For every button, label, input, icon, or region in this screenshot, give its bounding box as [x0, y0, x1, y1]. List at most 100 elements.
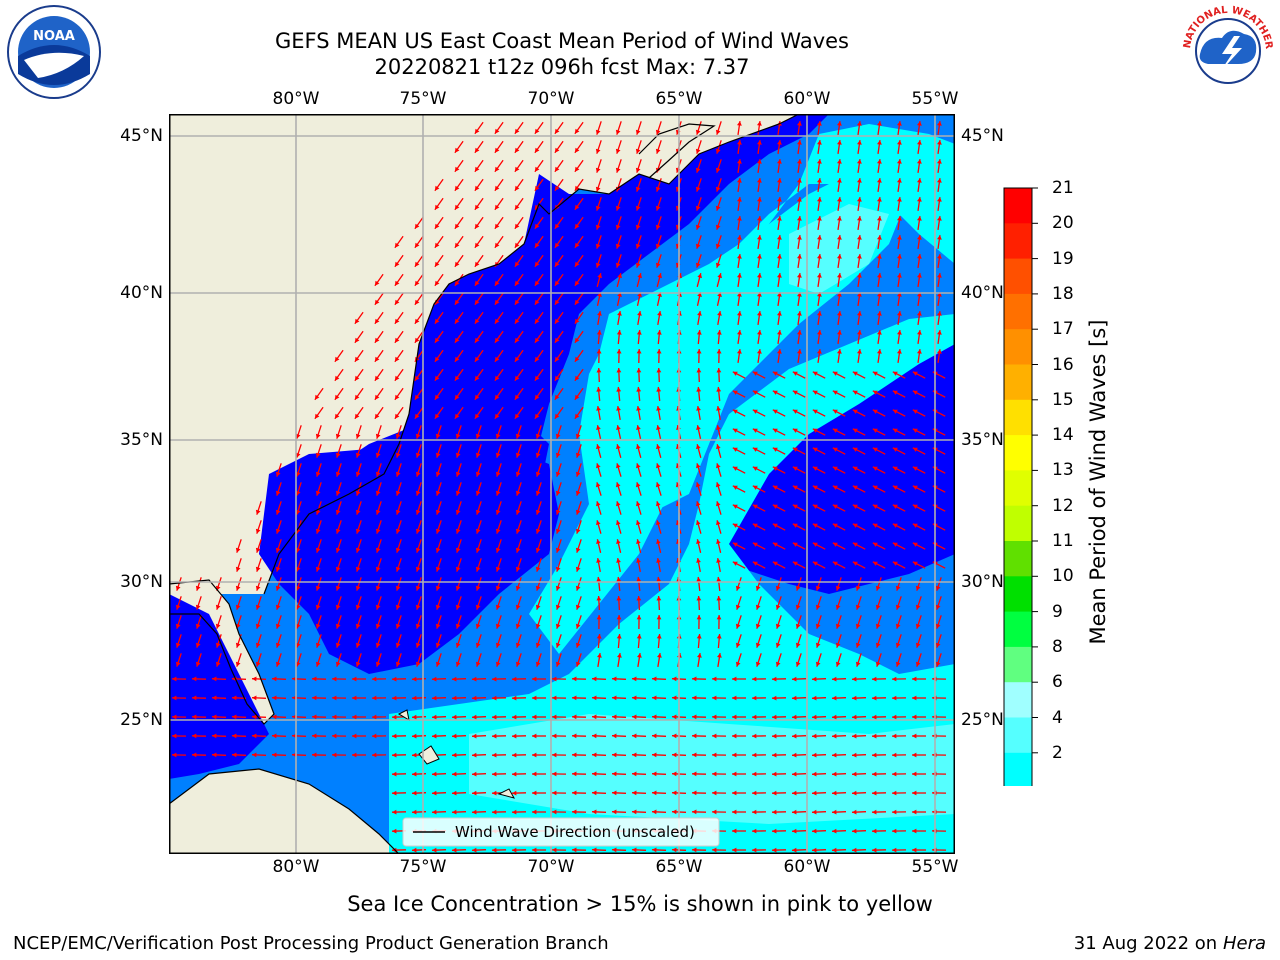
wind-arrow-head: [514, 223, 520, 229]
wind-arrow-head: [275, 566, 281, 572]
colorbar-segment: [1004, 223, 1032, 260]
wind-arrow-head: [212, 733, 217, 739]
wind-arrow-head: [355, 642, 361, 648]
wind-arrow-head: [616, 501, 621, 507]
wind-arrow-head: [732, 771, 737, 777]
wind-arrow-head: [414, 394, 420, 400]
wind-arrow-head: [752, 714, 757, 720]
wind-arrow-head: [852, 466, 858, 471]
wind-arrow-head: [375, 509, 381, 515]
wind-arrow-head: [412, 771, 417, 777]
wind-arrow-head: [632, 676, 637, 682]
wind-arrow-head: [474, 394, 480, 400]
wind-arrow-head: [912, 390, 918, 395]
wind-arrow-head: [295, 509, 301, 515]
wind-arrow-head: [615, 262, 621, 268]
wind-arrow-head: [696, 577, 702, 582]
wind-arrow-head: [515, 585, 521, 591]
wind-arrow-head: [314, 413, 320, 419]
wind-arrow-head: [737, 235, 742, 240]
wind-arrow-head: [596, 501, 601, 507]
wind-arrow-head: [792, 695, 797, 701]
wind-arrow-head: [872, 523, 878, 528]
wind-arrow-head: [452, 695, 457, 701]
longitude-label-bottom: 55°W: [911, 857, 959, 877]
wind-arrow-head: [737, 273, 742, 278]
wind-arrow-head: [412, 847, 417, 853]
wind-arrow-head: [815, 585, 821, 591]
wind-arrow-head: [534, 261, 540, 267]
colorbar-tick-label: 16: [1052, 354, 1074, 375]
wind-arrow-head: [432, 790, 437, 796]
wind-arrow-head: [514, 166, 520, 172]
wind-arrow-head: [852, 409, 858, 414]
wind-arrow-head: [574, 204, 580, 210]
wind-arrow-head: [616, 520, 621, 526]
wind-arrow-head: [852, 676, 857, 682]
wind-arrow-head: [832, 371, 838, 376]
wind-arrow-head: [877, 140, 882, 145]
wind-arrow-head: [832, 390, 838, 395]
wind-arrow-head: [772, 676, 777, 682]
wind-arrow-head: [275, 547, 281, 553]
wind-arrow-head: [797, 235, 802, 240]
wind-arrow-head: [832, 733, 837, 739]
wind-arrow-head: [757, 273, 762, 278]
wind-arrow-head: [375, 566, 381, 572]
wind-arrow-head: [772, 809, 777, 815]
wind-arrow-head: [332, 714, 337, 720]
wind-arrow-head: [877, 292, 882, 297]
wind-arrow-head: [877, 159, 882, 164]
wind-arrow-head: [495, 661, 501, 667]
wind-arrow-head: [637, 653, 642, 658]
wind-arrow-head: [596, 520, 601, 526]
wind-arrow-head: [574, 299, 580, 305]
wind-arrow-head: [656, 349, 662, 354]
wind-arrow-head: [215, 604, 221, 610]
land-cuba: [169, 769, 399, 854]
wind-arrow-head: [812, 428, 818, 433]
wind-arrow-head: [535, 661, 541, 667]
wind-arrow-head: [595, 243, 601, 249]
wind-arrow-head: [515, 566, 521, 572]
wind-arrow-head: [872, 695, 877, 701]
wind-arrow-head: [596, 596, 602, 601]
wind-arrow-head: [492, 790, 497, 796]
longitude-label-top: 65°W: [655, 89, 703, 109]
wind-arrow-head: [752, 561, 758, 566]
wind-arrow-head: [574, 413, 580, 419]
wind-arrow-head: [434, 261, 440, 267]
wind-arrow-head: [832, 771, 837, 777]
wind-arrow-head: [692, 714, 697, 720]
colorbar-segment: [1004, 435, 1032, 471]
wind-arrow-head: [672, 733, 677, 739]
wind-arrow-head: [656, 425, 661, 430]
wind-arrow-head: [732, 847, 737, 853]
wind-arrow-head: [652, 714, 657, 720]
wind-arrow-head: [632, 733, 637, 739]
wind-arrow-head: [812, 752, 817, 758]
chart-title: GEFS MEAN US East Coast Mean Period of W…: [275, 29, 849, 53]
wind-arrow-head: [555, 509, 561, 515]
wind-arrow-head: [492, 695, 497, 701]
wind-arrow-head: [872, 390, 878, 395]
wind-arrow-head: [792, 561, 798, 566]
wind-arrow-head: [615, 148, 621, 154]
wind-arrow-head: [392, 790, 397, 796]
wind-arrow-head: [835, 585, 841, 591]
wind-arrow-head: [394, 337, 400, 343]
wind-arrow-head: [732, 371, 738, 376]
wind-arrow-head: [872, 485, 878, 490]
latitude-label-left: 40°N: [120, 283, 163, 303]
wind-arrow-head: [574, 223, 580, 229]
wind-arrow-head: [855, 623, 861, 629]
wind-arrow-head: [812, 447, 818, 452]
wind-arrow-head: [652, 733, 657, 739]
wind-arrow-head: [394, 318, 400, 324]
latitude-label-left: 35°N: [120, 430, 163, 450]
wind-arrow-head: [772, 752, 777, 758]
wind-arrow-head: [616, 577, 622, 582]
longitude-label-top: 75°W: [399, 89, 447, 109]
wind-arrow-head: [375, 490, 381, 496]
wind-arrow-head: [374, 318, 380, 324]
